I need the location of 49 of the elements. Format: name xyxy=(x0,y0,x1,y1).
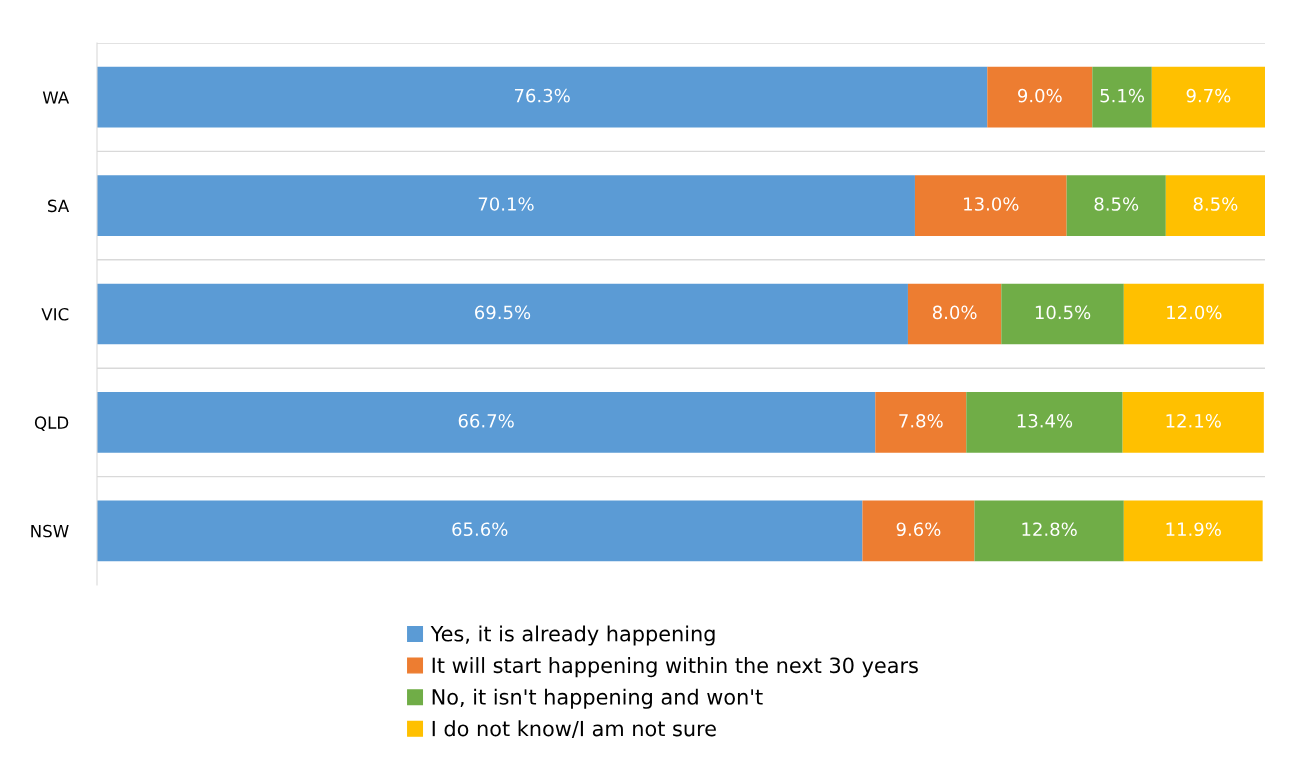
bar xyxy=(862,500,975,562)
bar xyxy=(97,66,988,128)
data-label: 8.5% xyxy=(1094,197,1139,211)
data-label: 13.0% xyxy=(964,197,1019,211)
data-label: 12.0% xyxy=(1167,305,1222,320)
data-label: 76.3% xyxy=(514,88,570,103)
data-label: 9.7% xyxy=(1186,88,1231,103)
data-label: 7.8% xyxy=(899,413,943,428)
bar xyxy=(1066,175,1166,236)
data-label: 9.0% xyxy=(1018,88,1062,103)
data-label: 66.7% xyxy=(458,413,514,428)
data-label: 13.4% xyxy=(1017,413,1073,428)
y-tick-label: NSW xyxy=(31,524,69,538)
y-tick-label: QLD xyxy=(34,416,69,431)
data-label: 10.5% xyxy=(1035,305,1091,320)
bar xyxy=(1092,66,1152,128)
bar xyxy=(914,175,1067,236)
data-label: 9.6% xyxy=(896,522,941,537)
bar xyxy=(974,500,1124,562)
bar xyxy=(97,392,876,453)
bar xyxy=(97,175,915,236)
data-label: 69.5% xyxy=(475,305,531,320)
data-label: 5.1% xyxy=(1100,88,1144,103)
legend-label: I do not know/I am not sure xyxy=(432,720,716,739)
data-label: 12.1% xyxy=(1166,413,1221,428)
bar xyxy=(1001,283,1124,345)
legend-label: No, it isn't happening and won't xyxy=(432,688,763,709)
bar xyxy=(907,283,1002,345)
y-tick-label: WA xyxy=(42,91,70,104)
bar xyxy=(1123,283,1264,345)
y-tick-label: SA xyxy=(48,199,70,213)
bar xyxy=(1151,66,1265,128)
y-tick-label: VIC xyxy=(41,307,69,321)
bar xyxy=(1123,500,1263,562)
data-label: 8.0% xyxy=(932,305,977,320)
bar xyxy=(97,283,908,345)
data-label: 65.6% xyxy=(452,522,508,537)
bar xyxy=(966,392,1123,453)
data-label: 70.1% xyxy=(478,197,534,211)
bar xyxy=(1122,392,1264,453)
legend-label: Yes, it is already happening xyxy=(430,625,715,646)
data-label: 12.8% xyxy=(1022,522,1077,537)
legend-label: It will start happening within the next 30 years xyxy=(432,657,918,678)
bar xyxy=(987,66,1093,128)
data-label: 8.5% xyxy=(1193,197,1238,211)
bar xyxy=(1165,175,1265,236)
data-label: 11.9% xyxy=(1166,522,1221,537)
bar xyxy=(97,500,863,562)
bar xyxy=(875,392,967,453)
